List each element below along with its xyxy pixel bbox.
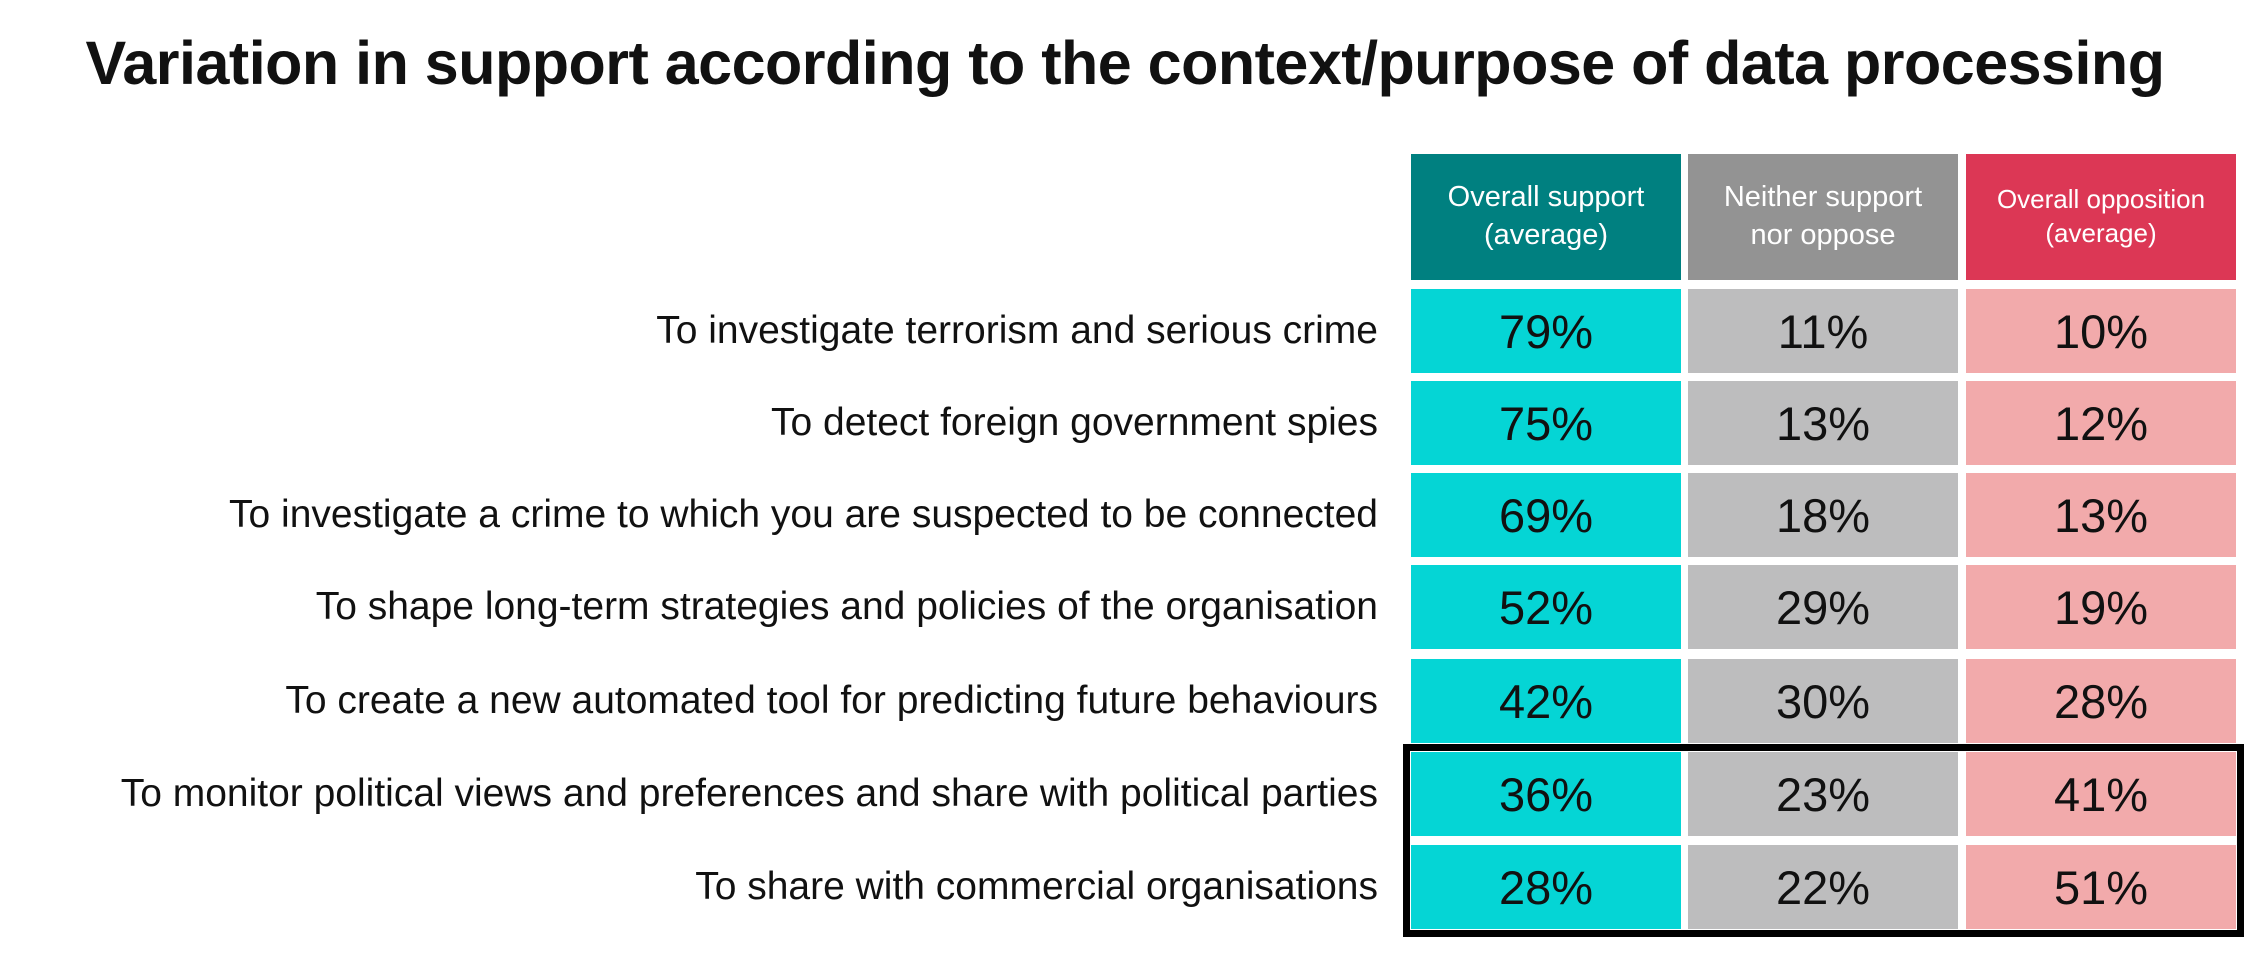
cell-support: 28% — [1411, 845, 1681, 929]
cell-support: 79% — [1411, 289, 1681, 373]
cell-neither: 23% — [1688, 752, 1958, 836]
row-label: To share with commercial organisations — [695, 865, 1378, 908]
row-label: To create a new automated tool for predi… — [285, 679, 1378, 722]
cell-neither: 18% — [1688, 473, 1958, 557]
cell-neither: 29% — [1688, 565, 1958, 649]
cell-support: 52% — [1411, 565, 1681, 649]
cell-support: 69% — [1411, 473, 1681, 557]
cell-opposition: 51% — [1966, 845, 2236, 929]
cell-support: 42% — [1411, 659, 1681, 743]
cell-opposition: 12% — [1966, 381, 2236, 465]
cell-neither: 30% — [1688, 659, 1958, 743]
header-overall-support: Overall support (average) — [1411, 154, 1681, 280]
header-label: Overall support (average) — [1447, 181, 1645, 251]
cell-neither: 22% — [1688, 845, 1958, 929]
cell-opposition: 41% — [1966, 752, 2236, 836]
cell-neither: 13% — [1688, 381, 1958, 465]
row-label: To investigate a crime to which you are … — [229, 493, 1378, 536]
header-neither: Neither support nor oppose — [1688, 154, 1958, 280]
cell-opposition: 28% — [1966, 659, 2236, 743]
header-label: Neither support nor oppose — [1723, 181, 1923, 251]
cell-neither: 11% — [1688, 289, 1958, 373]
cell-support: 36% — [1411, 752, 1681, 836]
cell-opposition: 10% — [1966, 289, 2236, 373]
chart-title: Variation in support according to the co… — [85, 29, 2165, 97]
cell-opposition: 13% — [1966, 473, 2236, 557]
row-label: To monitor political views and preferenc… — [120, 772, 1378, 815]
header-overall-opposition: Overall opposition (average) — [1966, 154, 2236, 280]
row-label: To detect foreign government spies — [770, 401, 1378, 444]
header-label: Overall opposition (average) — [1996, 184, 2206, 248]
cell-support: 75% — [1411, 381, 1681, 465]
row-label: To investigate terrorism and serious cri… — [656, 309, 1378, 352]
row-label: To shape long-term strategies and polici… — [315, 585, 1378, 628]
cell-opposition: 19% — [1966, 565, 2236, 649]
